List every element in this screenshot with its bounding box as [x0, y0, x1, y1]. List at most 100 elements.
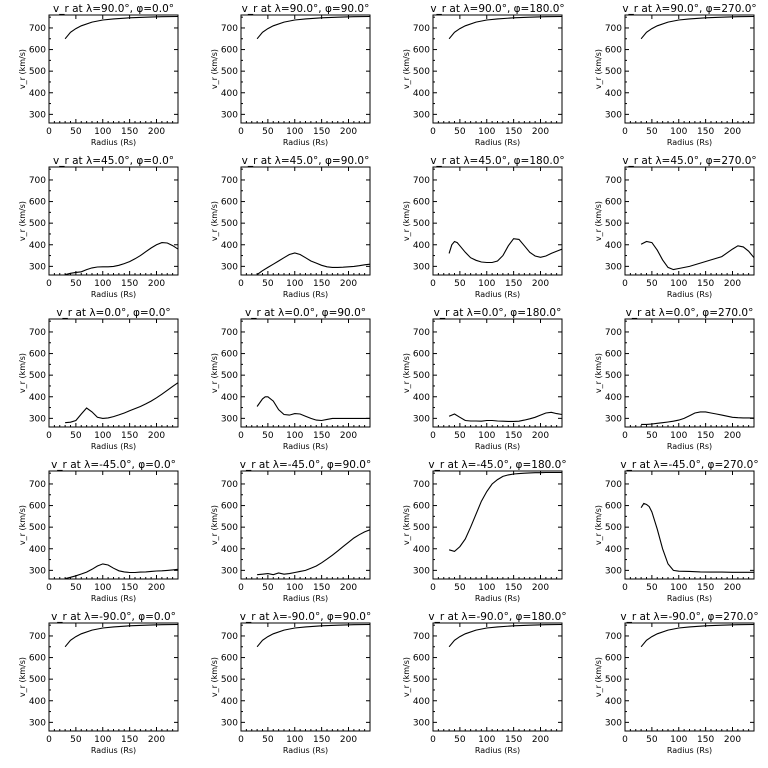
y-tick-label: 400	[221, 89, 238, 99]
x-tick-label: 50	[454, 735, 466, 745]
x-tick-label: 0	[238, 279, 244, 289]
x-tick-label: 0	[46, 127, 52, 137]
panel-11: v_r at λ=0.0°, φ=180.0° 0 50 100 150 200 300 40…	[402, 307, 563, 451]
series-line	[641, 411, 754, 425]
x-tick-label: 100	[94, 431, 111, 441]
x-tick-label: 150	[121, 735, 138, 745]
x-tick-label: 100	[670, 735, 687, 745]
x-tick-label: 100	[286, 127, 303, 137]
panel-2: v_r at λ=90.0°, φ=90.0° 0 50 100 150 200 300 40…	[210, 3, 371, 147]
x-axis-label: Radius (Rs)	[283, 442, 328, 451]
y-tick-label: 700	[605, 632, 622, 642]
y-axis-label: v_r (km/s)	[402, 505, 411, 545]
y-axis-label: v_r (km/s)	[18, 353, 27, 393]
y-tick-label: 500	[221, 219, 238, 229]
y-tick-label: 700	[413, 632, 430, 642]
y-tick-label: 600	[605, 198, 622, 208]
y-tick-label: 500	[605, 523, 622, 533]
y-tick-label: 500	[413, 67, 430, 77]
y-tick-label: 400	[605, 697, 622, 707]
panel-title: v_r at λ=-90.0°, φ=90.0°	[240, 611, 371, 623]
y-tick-label: 500	[221, 523, 238, 533]
panel-title: v_r at λ=-90.0°, φ=180.0°	[428, 611, 566, 623]
y-tick-label: 600	[221, 46, 238, 56]
y-tick-label: 600	[221, 502, 238, 512]
x-tick-label: 150	[505, 583, 522, 593]
x-tick-label: 150	[697, 279, 714, 289]
panel-6: v_r at λ=45.0°, φ=90.0° 0 50 100 150 200 300 40…	[210, 155, 371, 299]
x-tick-label: 50	[454, 583, 466, 593]
y-tick-label: 700	[605, 328, 622, 338]
y-tick-label: 600	[413, 502, 430, 512]
y-tick-label: 400	[605, 393, 622, 403]
series-line	[256, 396, 370, 422]
y-tick-label: 700	[221, 24, 238, 34]
panel-title: v_r at λ=-45.0°, φ=90.0°	[240, 459, 371, 471]
x-tick-label: 0	[238, 431, 244, 441]
series-line	[64, 15, 178, 40]
y-tick-label: 700	[29, 24, 46, 34]
x-tick-label: 150	[313, 431, 330, 441]
x-tick-label: 150	[505, 127, 522, 137]
y-tick-label: 300	[413, 262, 430, 272]
panel-title: v_r at λ=90.0°, φ=90.0°	[242, 3, 370, 15]
y-axis-label: v_r (km/s)	[18, 49, 27, 89]
series-line	[256, 623, 370, 648]
x-tick-label: 150	[505, 279, 522, 289]
y-tick-label: 300	[29, 566, 46, 576]
panel-title: v_r at λ=45.0°, φ=0.0°	[53, 155, 174, 167]
x-tick-label: 200	[148, 583, 165, 593]
panel-19: v_r at λ=-90.0°, φ=180.0° 0 50 100 150 200 300…	[402, 611, 567, 755]
x-tick-label: 100	[94, 735, 111, 745]
plot-frame	[240, 622, 371, 732]
y-tick-label: 500	[413, 675, 430, 685]
y-tick-label: 300	[29, 262, 46, 272]
panel-15: v_r at λ=-45.0°, φ=180.0° 0 50 100 150 200 300…	[402, 459, 567, 603]
x-tick-label: 50	[70, 583, 82, 593]
y-tick-label: 700	[221, 328, 238, 338]
y-tick-label: 500	[29, 371, 46, 381]
panel-title: v_r at λ=90.0°, φ=180.0°	[430, 3, 564, 15]
y-axis-label: v_r (km/s)	[210, 49, 219, 89]
y-tick-label: 300	[221, 110, 238, 120]
x-tick-label: 200	[148, 431, 165, 441]
x-axis-label: Radius (Rs)	[91, 138, 136, 147]
y-axis-label: v_r (km/s)	[402, 353, 411, 393]
y-tick-label: 600	[221, 198, 238, 208]
y-tick-label: 700	[413, 176, 430, 186]
y-axis-label: v_r (km/s)	[18, 201, 27, 241]
x-tick-label: 200	[532, 583, 549, 593]
x-tick-label: 100	[286, 431, 303, 441]
y-tick-label: 700	[605, 24, 622, 34]
x-tick-label: 50	[262, 127, 274, 137]
x-tick-label: 200	[340, 735, 357, 745]
y-tick-label: 500	[413, 371, 430, 381]
x-tick-label: 150	[697, 735, 714, 745]
panel-12: v_r at λ=0.0°, φ=270.0° 0 50 100 150 200 300 40…	[594, 307, 755, 451]
x-tick-label: 50	[262, 431, 274, 441]
y-tick-label: 500	[221, 67, 238, 77]
y-tick-label: 400	[605, 545, 622, 555]
y-tick-label: 600	[29, 502, 46, 512]
y-axis-label: v_r (km/s)	[402, 49, 411, 89]
panel-14: v_r at λ=-45.0°, φ=90.0° 0 50 100 150 200 300 4…	[210, 459, 371, 603]
y-tick-label: 600	[413, 350, 430, 360]
y-tick-label: 700	[413, 24, 430, 34]
y-tick-label: 600	[413, 198, 430, 208]
x-tick-label: 50	[70, 279, 82, 289]
x-tick-label: 0	[238, 583, 244, 593]
y-tick-label: 500	[221, 675, 238, 685]
x-tick-label: 0	[46, 279, 52, 289]
x-tick-label: 0	[430, 431, 436, 441]
x-tick-label: 200	[724, 431, 741, 441]
x-tick-label: 50	[646, 431, 658, 441]
panel-10: v_r at λ=0.0°, φ=90.0° 0 50 100 150 200 300 400…	[210, 307, 371, 451]
panel-5: v_r at λ=45.0°, φ=0.0° 0 50 100 150 200 300 400…	[18, 155, 179, 299]
y-axis-label: v_r (km/s)	[402, 657, 411, 697]
y-axis-label: v_r (km/s)	[402, 201, 411, 241]
x-tick-label: 0	[238, 127, 244, 137]
plot-frame	[432, 470, 563, 580]
x-tick-label: 50	[454, 431, 466, 441]
y-tick-label: 700	[221, 176, 238, 186]
